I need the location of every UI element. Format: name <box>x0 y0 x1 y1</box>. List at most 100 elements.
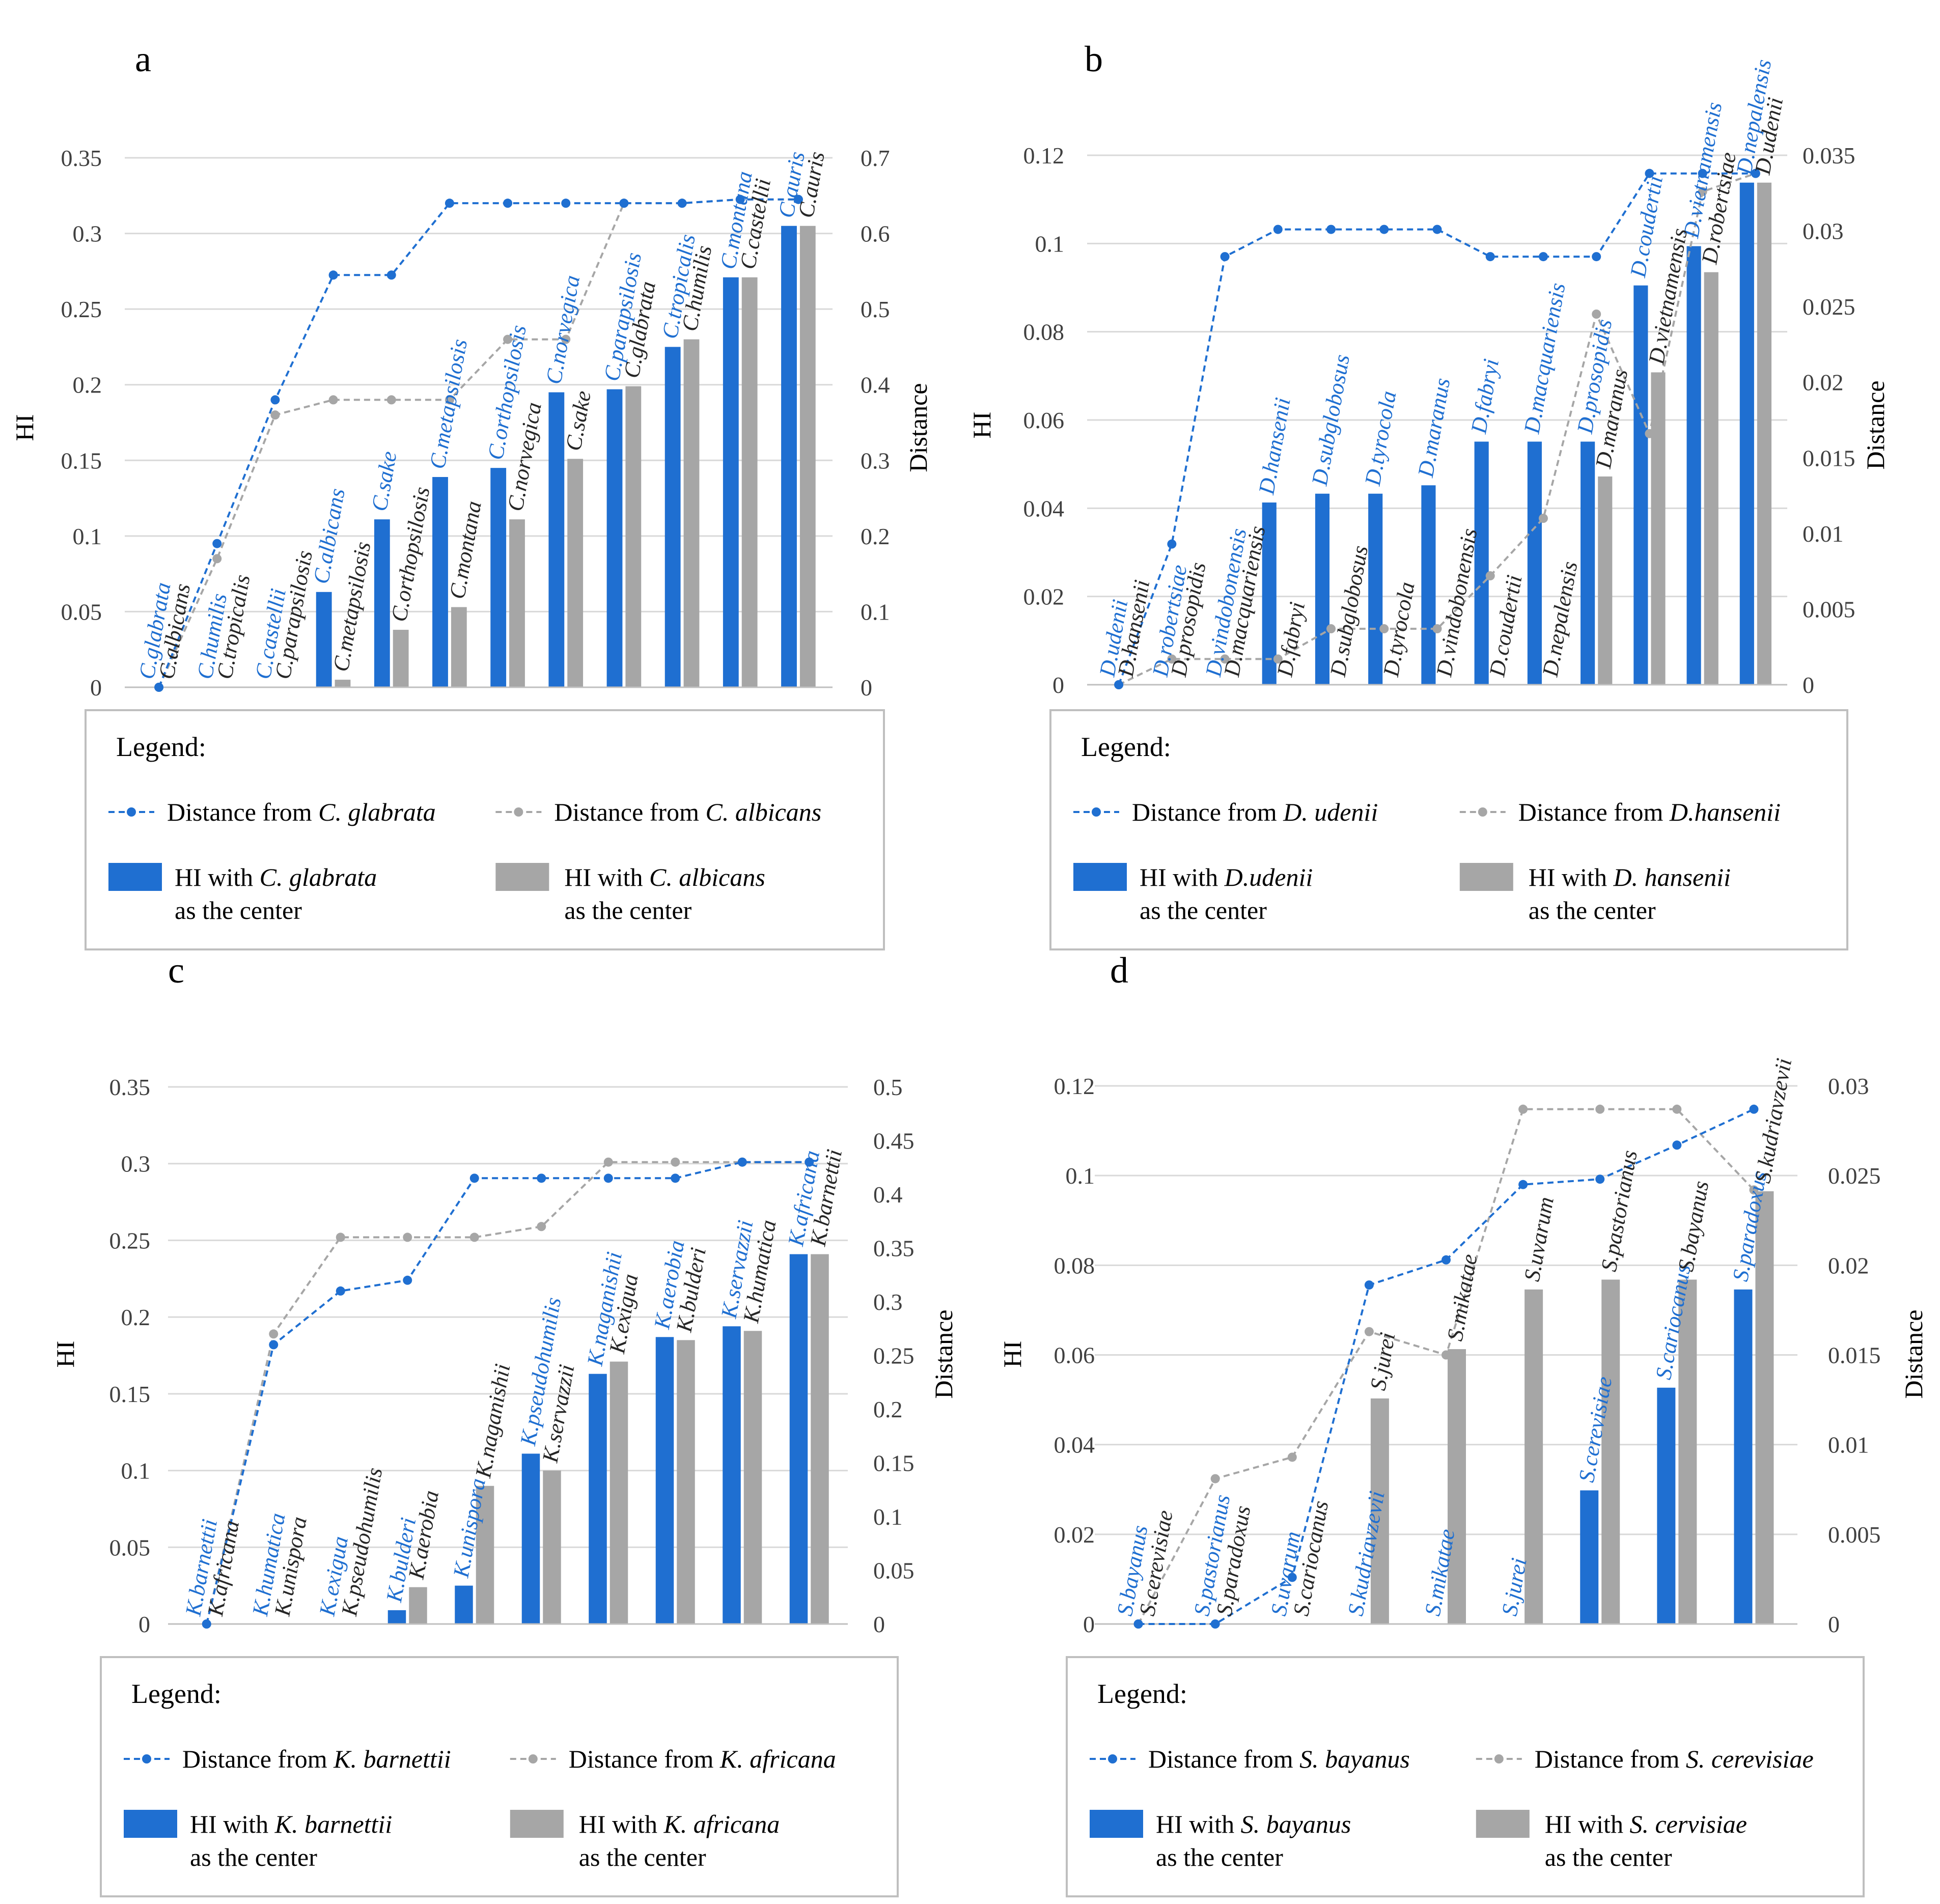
line-gray-point <box>1672 1104 1682 1114</box>
y-left-tick: 0.05 <box>61 599 102 625</box>
category-label-gray: K.naganishii <box>470 1362 515 1480</box>
bar-blue <box>1527 441 1542 685</box>
y-left-tick: 0.3 <box>121 1151 151 1177</box>
bar-blue <box>548 392 565 687</box>
legend-distance-blue: Distance from K. barnettii <box>182 1745 451 1773</box>
bar-gray <box>1601 1279 1620 1624</box>
legend-distance-gray: Distance from D.hansenii <box>1518 798 1781 826</box>
bar-blue <box>1368 493 1383 685</box>
line-gray-point <box>336 1233 345 1242</box>
line-blue-point <box>1538 252 1548 262</box>
category-label-blue: D.tyrocola <box>1360 389 1401 488</box>
line-blue-point <box>386 270 396 280</box>
legend-swatch-gray <box>495 863 549 891</box>
y-right-tick: 0.02 <box>1803 370 1844 396</box>
bar-blue <box>1315 493 1330 685</box>
y-right-tick: 0.03 <box>1828 1073 1869 1099</box>
bar-blue <box>655 1337 674 1624</box>
line-gray-point <box>503 334 513 344</box>
category-label-gray: D.fabryi <box>1272 600 1310 679</box>
line-blue-point <box>1273 225 1283 234</box>
y-left-tick: 0 <box>1052 672 1064 698</box>
bar-gray <box>1757 182 1772 685</box>
legend-hi-blue: HI with C. glabrata <box>175 863 377 891</box>
legend-dot-gray <box>1494 1754 1504 1763</box>
line-blue-point <box>671 1173 680 1183</box>
line-blue-point <box>1379 225 1389 234</box>
y-right-tick: 0.05 <box>873 1558 914 1584</box>
y-left-tick: 0 <box>90 675 102 701</box>
y-right-tick: 0 <box>1828 1611 1840 1637</box>
bar-blue <box>723 277 739 687</box>
line-blue-point <box>154 683 164 692</box>
legend-hi-blue: HI with D.udenii <box>1140 863 1313 891</box>
bar-blue <box>1686 246 1701 685</box>
y-right-tick: 0.035 <box>1803 143 1855 169</box>
y-right-tick: 0.005 <box>1803 596 1855 622</box>
legend-hi-gray: HI with D. hansenii <box>1529 863 1731 891</box>
legend-title: Legend: <box>131 1678 221 1709</box>
line-blue-point <box>1595 1174 1605 1184</box>
legend-swatch-gray <box>510 1810 564 1838</box>
bar-gray <box>1525 1289 1543 1624</box>
y-left-tick: 0.05 <box>109 1534 151 1560</box>
bar-blue <box>1657 1387 1676 1624</box>
legend-dot-gray <box>528 1754 538 1763</box>
bar-gray <box>393 630 409 687</box>
y-left-tick: 0.3 <box>73 221 102 247</box>
line-blue-point <box>1672 1140 1682 1150</box>
y-right-tick: 0.4 <box>873 1182 903 1208</box>
y-right-tick: 0.015 <box>1828 1342 1881 1368</box>
bar-blue <box>521 1453 540 1624</box>
line-blue-point <box>737 1157 747 1167</box>
line-blue-point <box>328 270 338 280</box>
legend-distance-blue: Distance from S. bayanus <box>1148 1745 1410 1773</box>
legend-dot-blue <box>142 1754 151 1763</box>
y-right-tick: 0.03 <box>1803 218 1844 244</box>
y-right-tick: 0.025 <box>1828 1163 1881 1189</box>
line-blue-point <box>1751 169 1760 178</box>
category-label-gray: C.montana <box>445 499 486 601</box>
line-gray-point <box>269 1329 279 1339</box>
line-gray-point <box>469 1233 479 1242</box>
bar-gray <box>509 519 525 687</box>
bar-gray <box>1704 272 1719 685</box>
bar-blue <box>1734 1289 1753 1624</box>
line-gray-point <box>403 1233 412 1242</box>
category-label-gray: C.orthopsilosis <box>386 485 435 624</box>
legend-box <box>100 1656 899 1897</box>
line-blue <box>205 1161 810 1625</box>
legend-dot-gray <box>1478 807 1487 817</box>
y-right-tick: 0.6 <box>861 221 890 247</box>
line-blue-point <box>336 1286 345 1296</box>
line-gray-point <box>212 554 222 564</box>
y-left-tick: 0.02 <box>1023 584 1065 610</box>
legend-swatch-gray <box>1459 863 1513 891</box>
line-gray-point <box>1645 429 1654 438</box>
category-label-blue: D.maranus <box>1413 376 1455 480</box>
line-gray-point <box>1749 1185 1759 1195</box>
line-gray-point <box>386 395 396 405</box>
panel-c: c 0 0.05 0.1 0.15 0.2 0.25 0.3 0.35 0 0.05 0.1 0.15 0… <box>51 950 958 1897</box>
line-blue-point <box>1442 1255 1451 1265</box>
category-label-gray: S.bayanus <box>1673 1179 1713 1273</box>
line-gray-point <box>1326 624 1336 634</box>
legend-hi-gray: HI with C. albicans <box>564 863 765 891</box>
legend-dot-gray <box>514 807 523 817</box>
panel-label: c <box>168 950 184 991</box>
line-blue-point <box>1287 1573 1297 1582</box>
y-right-tick: 0.015 <box>1803 445 1855 471</box>
y-right-tick: 0.25 <box>873 1343 914 1369</box>
legend-center-gray: as the center <box>564 896 691 925</box>
y-left-tick: 0.08 <box>1054 1252 1095 1278</box>
bar-blue <box>664 347 681 687</box>
line-gray-point <box>270 410 280 420</box>
bar-gray <box>1755 1191 1774 1624</box>
y-left-tick: 0.1 <box>73 523 102 549</box>
legend-hi-blue: HI with K. barnettii <box>190 1810 392 1838</box>
category-label-blue: C.norvegica <box>541 273 585 386</box>
line-gray-point <box>445 395 454 405</box>
bar-blue <box>1581 441 1595 685</box>
y-right-tick: 0 <box>1803 672 1814 698</box>
y-right-label: Distance <box>929 1310 958 1399</box>
